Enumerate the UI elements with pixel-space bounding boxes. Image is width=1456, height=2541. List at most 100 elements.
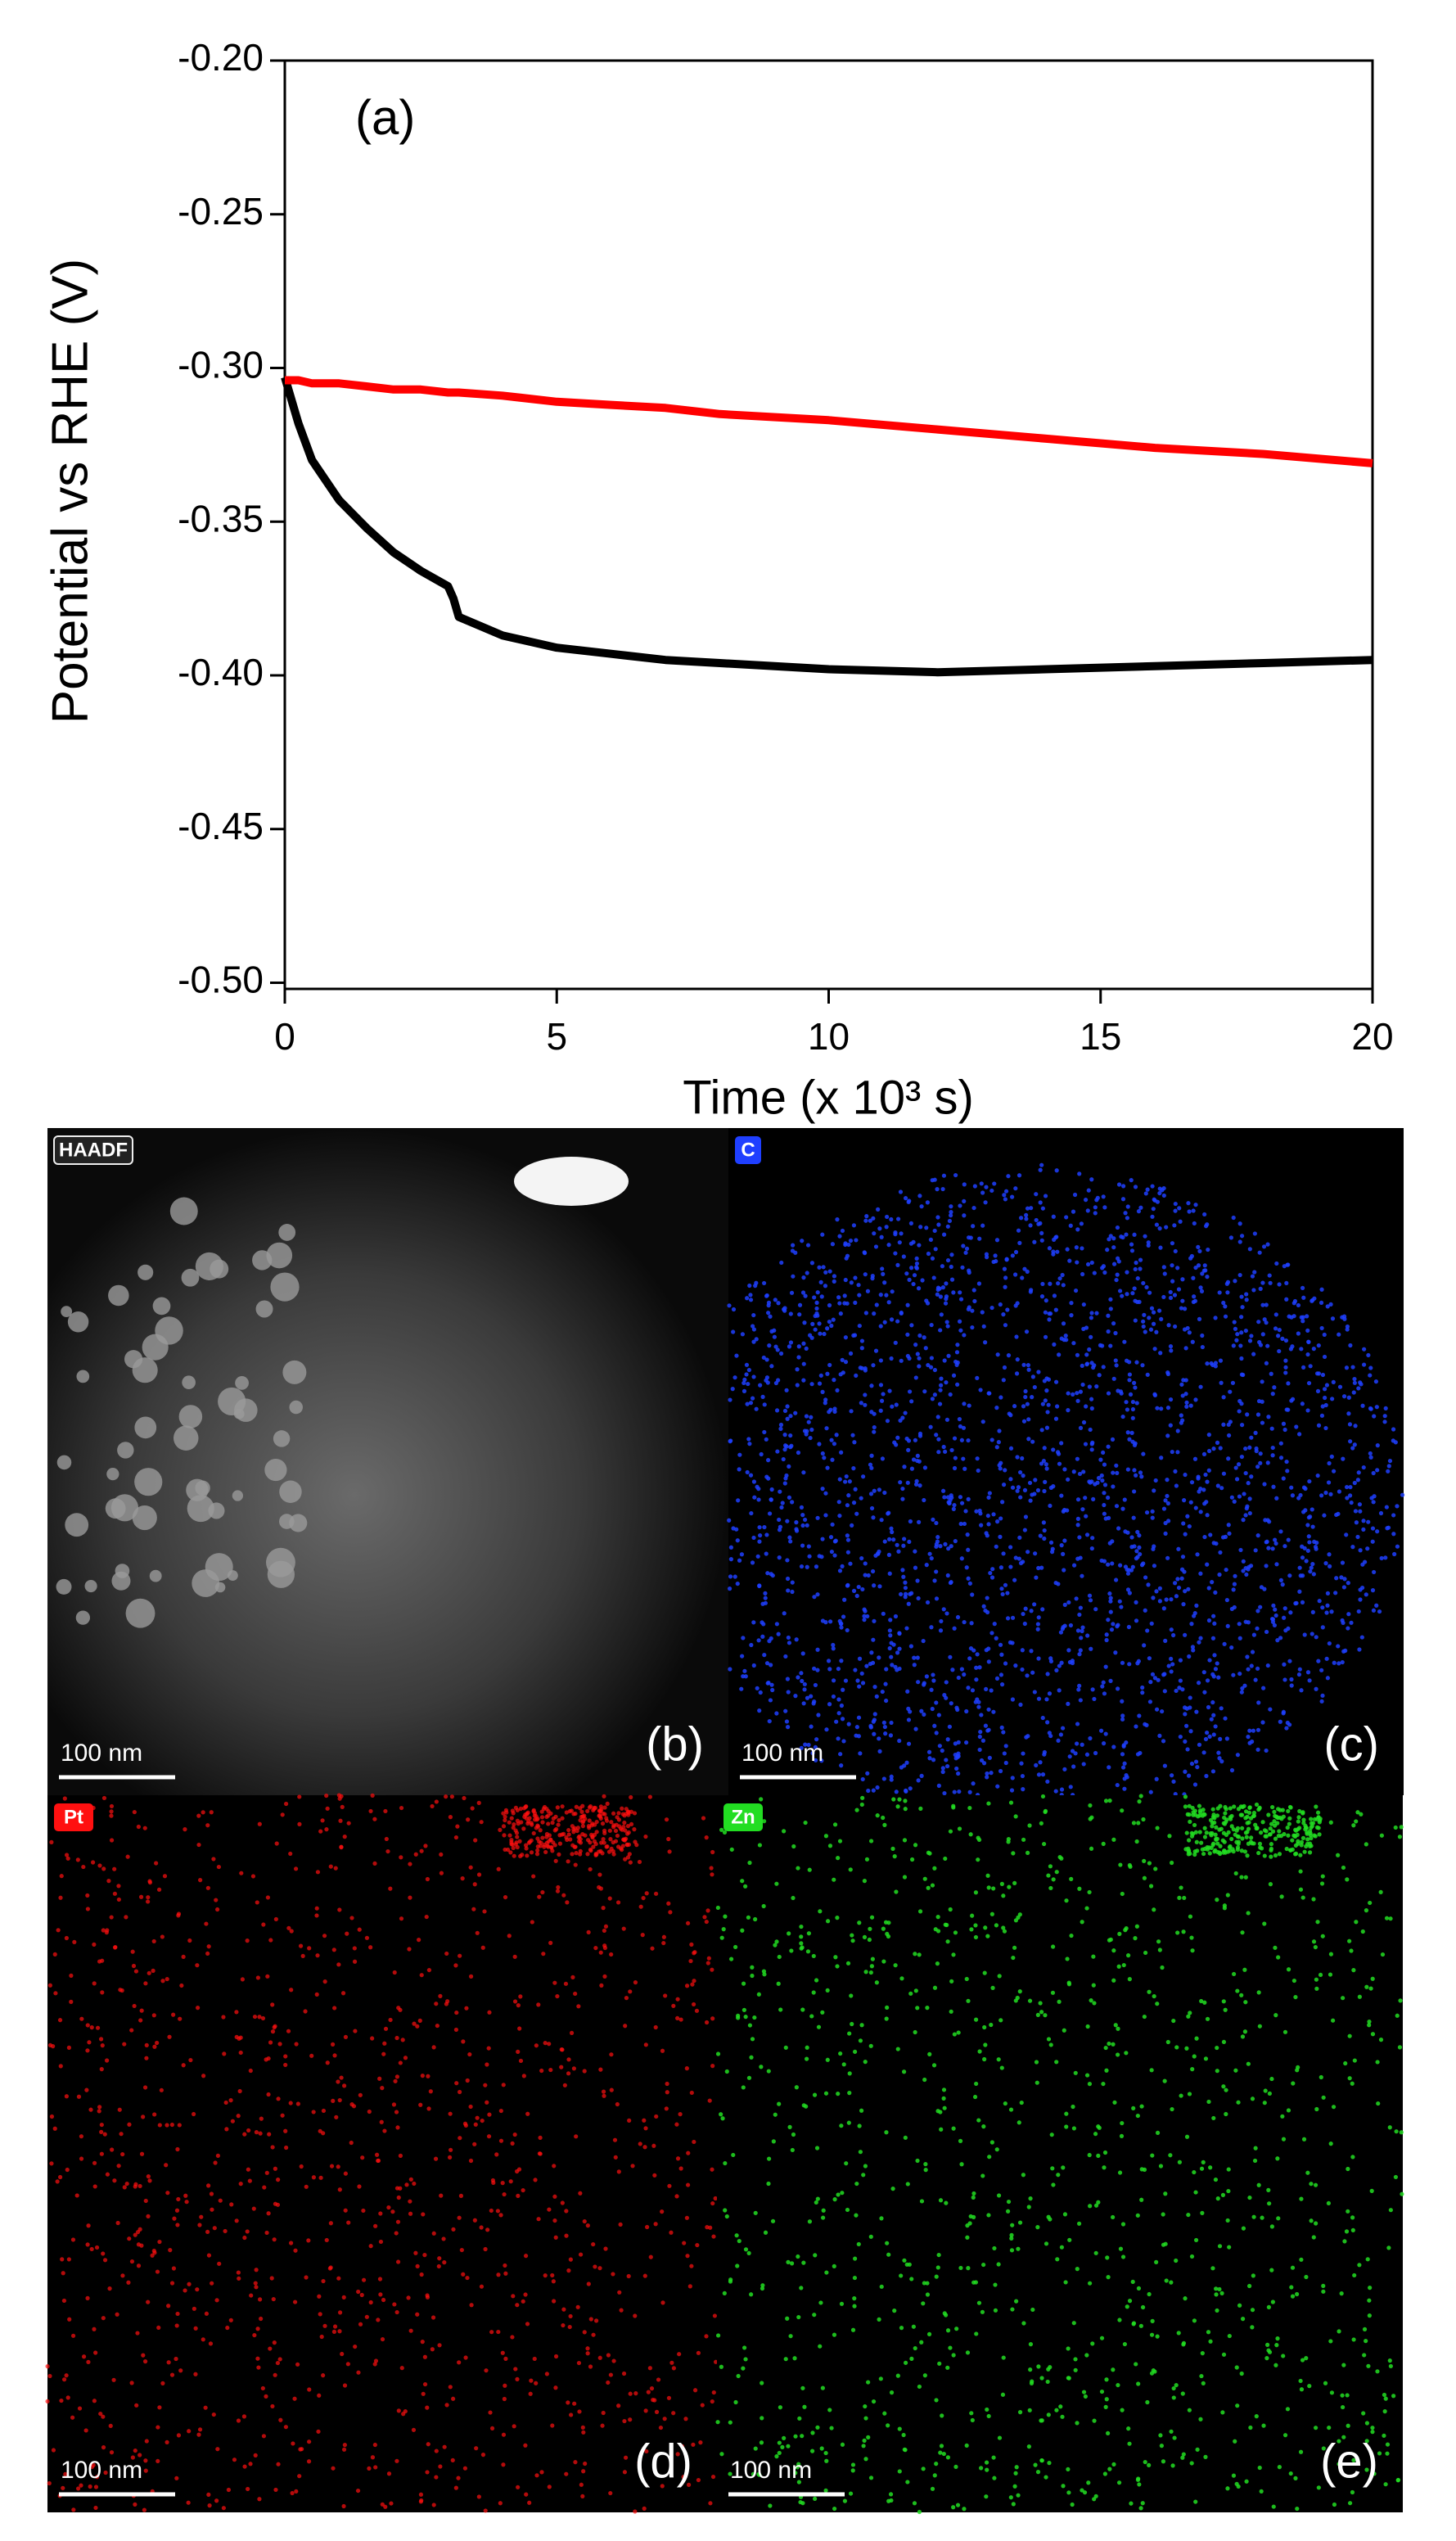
signal-dot [175, 2311, 180, 2317]
signal-dot [1143, 1191, 1148, 1196]
signal-dot [337, 2097, 342, 2103]
signal-dot [845, 1503, 850, 1508]
signal-dot [1291, 2081, 1296, 2086]
signal-dot [97, 2109, 101, 2114]
signal-dot [89, 2246, 94, 2252]
signal-dot [873, 1244, 879, 1249]
signal-dot [695, 2242, 700, 2248]
signal-dot [1182, 1569, 1187, 1574]
signal-dot [1055, 1450, 1061, 1455]
signal-dot [332, 2006, 337, 2011]
signal-dot [1237, 1221, 1242, 1226]
signal-dot [1190, 2067, 1195, 2072]
signal-dot [236, 2114, 241, 2119]
signal-dot [512, 1999, 518, 2004]
signal-dot [825, 1326, 830, 1331]
signal-dot [1296, 1672, 1302, 1677]
signal-dot [368, 1808, 373, 1814]
particle [514, 1157, 629, 1206]
signal-dot [592, 1832, 597, 1837]
signal-dot [1231, 1343, 1236, 1348]
signal-dot [675, 2015, 680, 2020]
signal-dot [941, 1232, 947, 1237]
signal-dot [823, 2091, 829, 2096]
signal-dot [1048, 1485, 1053, 1490]
y-tick-label: -0.35 [178, 497, 264, 539]
signal-dot [1286, 1537, 1291, 1542]
signal-dot [832, 1378, 836, 1383]
signal-dot [512, 2132, 517, 2137]
signal-dot [969, 1927, 974, 1932]
signal-dot [995, 1519, 1000, 1524]
signal-dot [847, 1479, 852, 1484]
signal-dot [431, 2045, 436, 2050]
signal-dot [838, 1311, 843, 1316]
signal-dot [1054, 1404, 1060, 1409]
signal-dot [608, 2490, 613, 2496]
signal-dot [1071, 1392, 1075, 1397]
signal-dot [1174, 2045, 1179, 2050]
signal-dot [1273, 1836, 1278, 1841]
signal-dot [165, 2123, 169, 2128]
signal-dot [977, 1508, 982, 1514]
signal-dot [1043, 2013, 1048, 2018]
signal-dot [1322, 1332, 1327, 1338]
signal-dot [523, 2443, 528, 2448]
signal-dot [972, 1298, 977, 1304]
signal-dot [979, 1523, 984, 1528]
signal-dot [1300, 1285, 1305, 1290]
signal-dot [223, 2228, 228, 2234]
signal-dot [569, 2412, 574, 2417]
signal-dot [1075, 1556, 1080, 1561]
signal-dot [625, 1855, 631, 1860]
signal-dot [1140, 2501, 1145, 2506]
signal-dot [1284, 1846, 1289, 1852]
signal-dot [1216, 1675, 1221, 1680]
signal-dot [1375, 1443, 1380, 1448]
signal-dot [1165, 1478, 1170, 1483]
signal-dot [307, 1946, 312, 1951]
signal-dot [925, 2292, 931, 2297]
signal-dot [137, 2227, 142, 2232]
signal-dot [934, 1700, 939, 1705]
signal-dot [777, 1954, 782, 1960]
signal-dot [1108, 1343, 1113, 1348]
signal-dot [1305, 1523, 1310, 1528]
signal-dot [1039, 1230, 1044, 1236]
signal-dot [1220, 1838, 1225, 1843]
signal-dot [872, 1712, 877, 1717]
signal-dot [829, 2426, 834, 2430]
signal-dot [1328, 1492, 1333, 1496]
signal-dot [769, 1497, 773, 1502]
signal-dot [1043, 1479, 1048, 1484]
signal-dot [503, 1817, 507, 1823]
signal-dot [977, 1734, 982, 1740]
signal-dot [978, 1729, 983, 1735]
signal-dot [748, 1473, 754, 1478]
signal-dot [59, 1874, 64, 1879]
signal-dot [1310, 1609, 1315, 1614]
signal-dot [769, 1663, 773, 1668]
signal-dot [606, 1849, 612, 1854]
signal-dot [480, 1945, 485, 1950]
signal-dot [1111, 2214, 1116, 2220]
signal-dot [757, 1583, 762, 1589]
signal-dot [1181, 1602, 1186, 1607]
signal-dot [926, 2331, 932, 2336]
signal-dot [913, 1565, 918, 1570]
signal-dot [1194, 1603, 1199, 1608]
signal-dot [577, 2409, 582, 2414]
signal-dot [331, 2098, 336, 2103]
signal-dot [1243, 1809, 1249, 1814]
signal-dot [1375, 2369, 1380, 2374]
signal-dot [836, 1666, 841, 1672]
signal-dot [872, 1685, 877, 1690]
signal-dot [957, 1789, 962, 1794]
signal-dot [989, 2140, 994, 2145]
signal-dot [913, 1482, 919, 1487]
signal-dot [568, 2313, 573, 2319]
signal-dot [1122, 1339, 1127, 1344]
signal-dot [1346, 1612, 1351, 1617]
signal-dot [130, 2455, 135, 2460]
